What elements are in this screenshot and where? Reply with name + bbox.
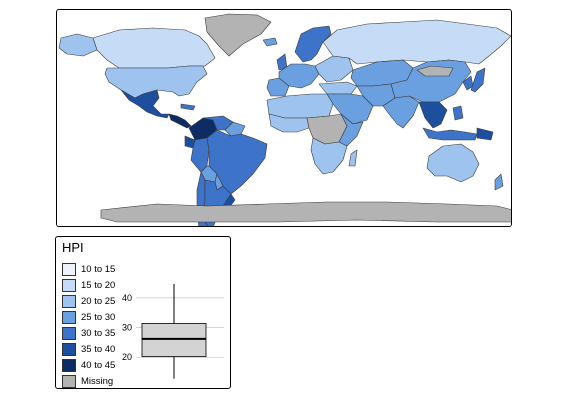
legend-panel: HPI 10 to 15 15 to 20 20 to 25 25 to 30 …: [55, 236, 231, 389]
russia: [322, 19, 511, 65]
central-america: [168, 113, 192, 129]
indonesia: [422, 127, 478, 141]
tick-label-40: 40: [122, 293, 132, 303]
australia: [426, 143, 480, 183]
legend-item: 35 to 40: [62, 341, 115, 357]
scandinavia: [294, 25, 332, 63]
legend-label: 30 to 35: [81, 327, 116, 339]
legend-title: HPI: [62, 240, 84, 255]
guianas: [224, 121, 246, 137]
boxplot-box: [141, 322, 207, 358]
hpi-boxplot: 40 30 20: [122, 283, 224, 379]
mexico: [120, 89, 170, 119]
legend-item-missing: Missing: [62, 373, 115, 389]
legend-swatch: [62, 358, 76, 372]
southeast-asia: [418, 101, 448, 129]
united-states: [104, 65, 208, 99]
legend-swatch: [62, 310, 76, 324]
tick-label-30: 30: [122, 323, 132, 333]
papua: [476, 127, 494, 141]
middle-east: [326, 93, 374, 125]
legend-label: 35 to 40: [81, 343, 116, 355]
legend-item: 30 to 35: [62, 325, 115, 341]
legend-item: 40 to 45: [62, 357, 115, 373]
legend-item: 25 to 30: [62, 309, 115, 325]
legend-label: 25 to 30: [81, 311, 116, 323]
legend-label: 10 to 15: [81, 263, 116, 275]
tick-label-20: 20: [122, 352, 132, 362]
iberia: [266, 77, 290, 97]
map-svg: [57, 10, 511, 226]
legend-label: 40 to 45: [81, 359, 116, 371]
legend-list: 10 to 15 15 to 20 20 to 25 25 to 30 30 t…: [62, 261, 115, 389]
japan: [470, 67, 486, 93]
legend-item: 10 to 15: [62, 261, 115, 277]
southern-africa: [310, 137, 348, 175]
legend-label: 20 to 25: [81, 295, 116, 307]
madagascar: [348, 149, 358, 167]
legend-swatch: [62, 262, 76, 276]
legend-swatch: [62, 342, 76, 356]
caribbean: [180, 103, 196, 111]
legend-swatch: [62, 374, 76, 388]
legend-swatch: [62, 326, 76, 340]
greenland: [204, 13, 272, 57]
turkey: [318, 81, 358, 95]
world-map: [56, 9, 512, 227]
legend-item: 20 to 25: [62, 293, 115, 309]
legend-label: Missing: [81, 375, 114, 387]
legend-swatch: [62, 294, 76, 308]
iceland: [262, 37, 278, 47]
legend-label: 15 to 20: [81, 279, 116, 291]
alaska: [58, 33, 98, 57]
new-zealand: [494, 173, 504, 191]
legend-item: 15 to 20: [62, 277, 115, 293]
west-africa: [268, 113, 310, 133]
mongolia: [416, 65, 454, 77]
peru: [190, 137, 210, 173]
philippines: [452, 105, 464, 121]
antarctica: [100, 201, 511, 223]
canada: [92, 27, 216, 69]
east-africa: [338, 113, 364, 147]
legend-swatch: [62, 278, 76, 292]
